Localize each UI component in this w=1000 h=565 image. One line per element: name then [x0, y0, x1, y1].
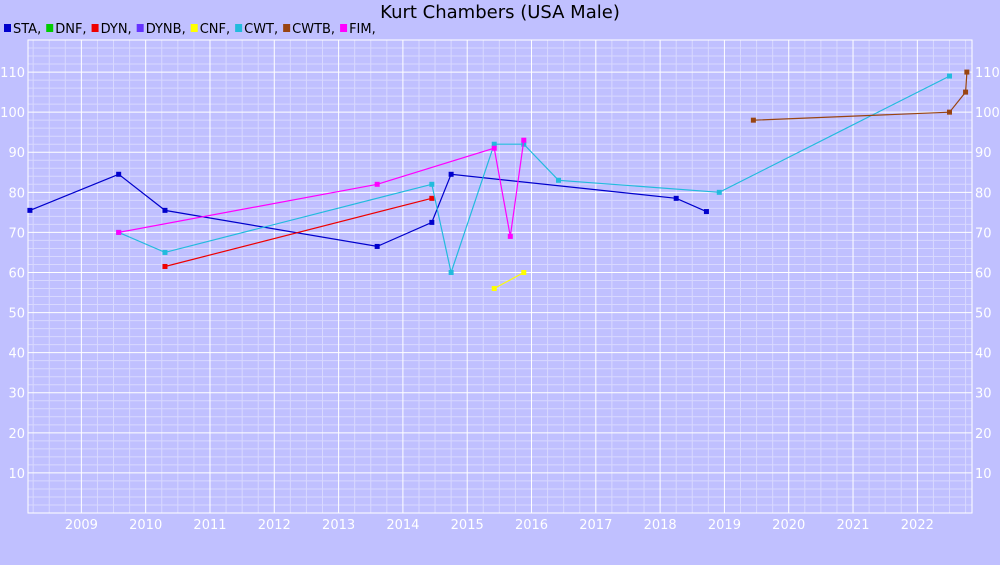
y-tick-label-left: 100: [0, 106, 25, 121]
data-point-sta: [162, 207, 168, 213]
legend-swatch-fim: [340, 24, 348, 32]
legend-label-dyn: DYN,: [101, 22, 132, 37]
x-tick-label: 2022: [901, 518, 934, 533]
y-tick-label-left: 10: [8, 467, 25, 482]
y-tick-label-left: 40: [8, 347, 25, 362]
legend-label-dnf: DNF,: [55, 22, 86, 37]
data-point-cwt: [946, 73, 952, 79]
legend-swatch-sta: [4, 24, 11, 32]
x-tick-label: 2017: [579, 518, 612, 533]
x-tick-label: 2010: [129, 518, 162, 533]
y-tick-label-left: 80: [8, 186, 25, 201]
y-tick-label-left: 90: [8, 146, 25, 161]
series-line-fim: [118, 140, 525, 237]
y-tick-label-right: 50: [975, 307, 992, 322]
y-tick-label-left: 110: [0, 66, 25, 81]
chart-title: Kurt Chambers (USA Male): [380, 2, 620, 23]
legend-swatch-dynb: [136, 24, 144, 32]
data-point-cwt: [556, 177, 562, 183]
x-tick-label: 2018: [644, 518, 677, 533]
legend-label-cwt: CWT,: [244, 22, 278, 37]
legend-label-dynb: DYNB,: [146, 22, 186, 37]
data-point-dyn: [162, 263, 168, 269]
data-point-sta: [116, 171, 122, 177]
y-tick-label-right: 10: [975, 467, 992, 482]
x-tick-label: 2021: [836, 518, 869, 533]
y-tick-label-right: 110: [975, 66, 1000, 81]
series-line-dyn: [164, 197, 432, 268]
y-tick-label-right: 40: [975, 347, 992, 362]
x-tick-label: 2011: [193, 518, 226, 533]
data-point-sta: [429, 219, 435, 225]
data-point-cwtb: [946, 109, 952, 115]
y-tick-label-left: 70: [8, 226, 25, 241]
data-point-sta: [448, 171, 454, 177]
y-tick-label-right: 70: [975, 226, 992, 241]
data-point-cwt: [448, 269, 454, 275]
data-point-sta: [27, 207, 33, 213]
data-point-cnf: [491, 286, 497, 292]
y-tick-label-right: 20: [975, 427, 992, 442]
data-point-cwt: [162, 249, 168, 255]
x-tick-label: 2016: [515, 518, 548, 533]
data-point-fim: [374, 181, 380, 187]
y-tick-label-right: 100: [975, 106, 1000, 121]
data-point-sta: [374, 243, 380, 249]
data-point-sta: [673, 195, 679, 201]
data-point-fim: [491, 145, 497, 151]
series-line-cwt: [118, 75, 950, 275]
y-tick-label-right: 30: [975, 387, 992, 402]
y-tick-label-left: 50: [8, 307, 25, 322]
x-tick-label: 2009: [65, 518, 98, 533]
series-line-cwtb: [753, 72, 968, 121]
legend-label-cnf: CNF,: [200, 22, 230, 37]
x-tick-label: 2014: [386, 518, 419, 533]
x-tick-label: 2020: [772, 518, 805, 533]
data-point-cnf: [521, 269, 527, 275]
data-point-cwt: [716, 189, 722, 195]
data-point-cwtb: [750, 117, 756, 123]
legend-label-cwtb: CWTB,: [292, 22, 335, 37]
series-line-cnf: [493, 271, 525, 290]
x-tick-label: 2015: [451, 518, 484, 533]
x-tick-label: 2013: [322, 518, 355, 533]
data-point-fim: [507, 233, 513, 239]
data-point-cwt: [491, 141, 497, 147]
legend-label-fim: FIM,: [349, 22, 376, 37]
legend-swatch-dnf: [46, 24, 54, 32]
data-point-dyn: [429, 195, 435, 201]
data-point-cwt: [429, 181, 435, 187]
data-point-fim: [116, 229, 122, 235]
legend-swatch-cwtb: [283, 24, 291, 32]
plot-border: [27, 39, 973, 514]
legend-swatch-dyn: [91, 24, 99, 32]
y-tick-label-right: 60: [975, 266, 992, 281]
x-tick-label: 2012: [258, 518, 291, 533]
data-point-cwtb: [963, 89, 969, 95]
y-tick-label-left: 60: [8, 266, 25, 281]
data-point-sta: [703, 209, 709, 215]
series-line-sta: [29, 173, 707, 248]
data-point-cwtb: [964, 69, 970, 75]
y-tick-label-left: 20: [8, 427, 25, 442]
x-tick-label: 2019: [708, 518, 741, 533]
data-point-fim: [521, 137, 527, 143]
legend-swatch-cwt: [235, 24, 243, 32]
legend: STA, DNF, DYN, DYNB, CNF, CWT, CWTB, FIM,: [4, 22, 376, 37]
legend-label-sta: STA,: [13, 22, 41, 37]
y-tick-label-right: 90: [975, 146, 992, 161]
y-tick-label-left: 30: [8, 387, 25, 402]
legend-swatch-cnf: [190, 24, 198, 32]
y-tick-label-right: 80: [975, 186, 992, 201]
